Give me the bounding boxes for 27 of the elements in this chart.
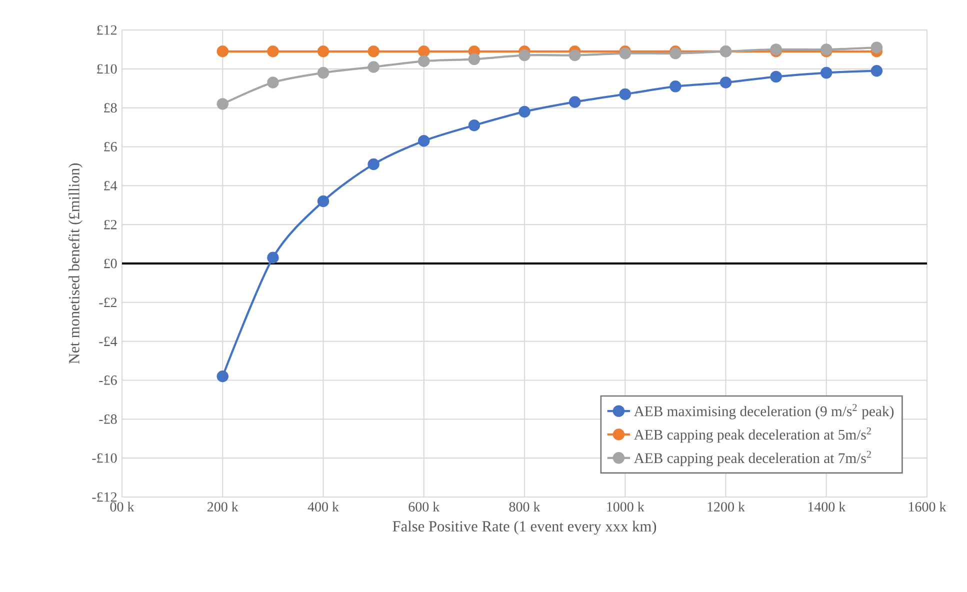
y-tick-label: £8	[104, 103, 117, 113]
y-tick-label: £0	[104, 258, 117, 268]
legend-label: AEB maximising deceleration (9 m/s$^{2}$ peak)	[634, 404, 894, 420]
y-axis-title: Net monetised benefit (£million)	[68, 163, 82, 364]
y-tick-label: £10	[97, 64, 117, 74]
y-tick-label: -£4	[99, 336, 118, 346]
x-tick-label: 00 k	[110, 502, 134, 512]
x-tick-label: 200 k	[207, 502, 238, 512]
x-axis-title: False Positive Rate (1 event every xxx km)	[392, 520, 656, 535]
y-tick-label: -£2	[99, 298, 117, 308]
x-tick-label: 1400 k	[808, 502, 846, 512]
x-tick-label: 800 k	[509, 502, 540, 512]
x-tick-label: 1600 k	[908, 502, 946, 512]
y-tick-label: -£12	[92, 492, 117, 502]
y-tick-label: £4	[104, 181, 118, 190]
y-tick-label: -£6	[99, 376, 117, 385]
x-tick-label: 1000 k	[607, 502, 644, 512]
x-tick-label: 400 k	[308, 502, 340, 512]
y-tick-label: £2	[104, 220, 117, 230]
legend-label: AEB capping peak deceleration at 5m/s$^{2}$	[634, 427, 871, 443]
y-tick-label: -£10	[92, 453, 117, 463]
x-tick-label: 1200 k	[708, 502, 746, 512]
y-tick-label: £6	[104, 142, 117, 152]
x-tick-label: 600 k	[408, 502, 440, 512]
y-tick-label: -£8	[99, 414, 117, 424]
legend-label: AEB capping peak deceleration at 7m/s$^{2}$	[634, 450, 871, 466]
y-tick-label: £12	[97, 25, 117, 35]
